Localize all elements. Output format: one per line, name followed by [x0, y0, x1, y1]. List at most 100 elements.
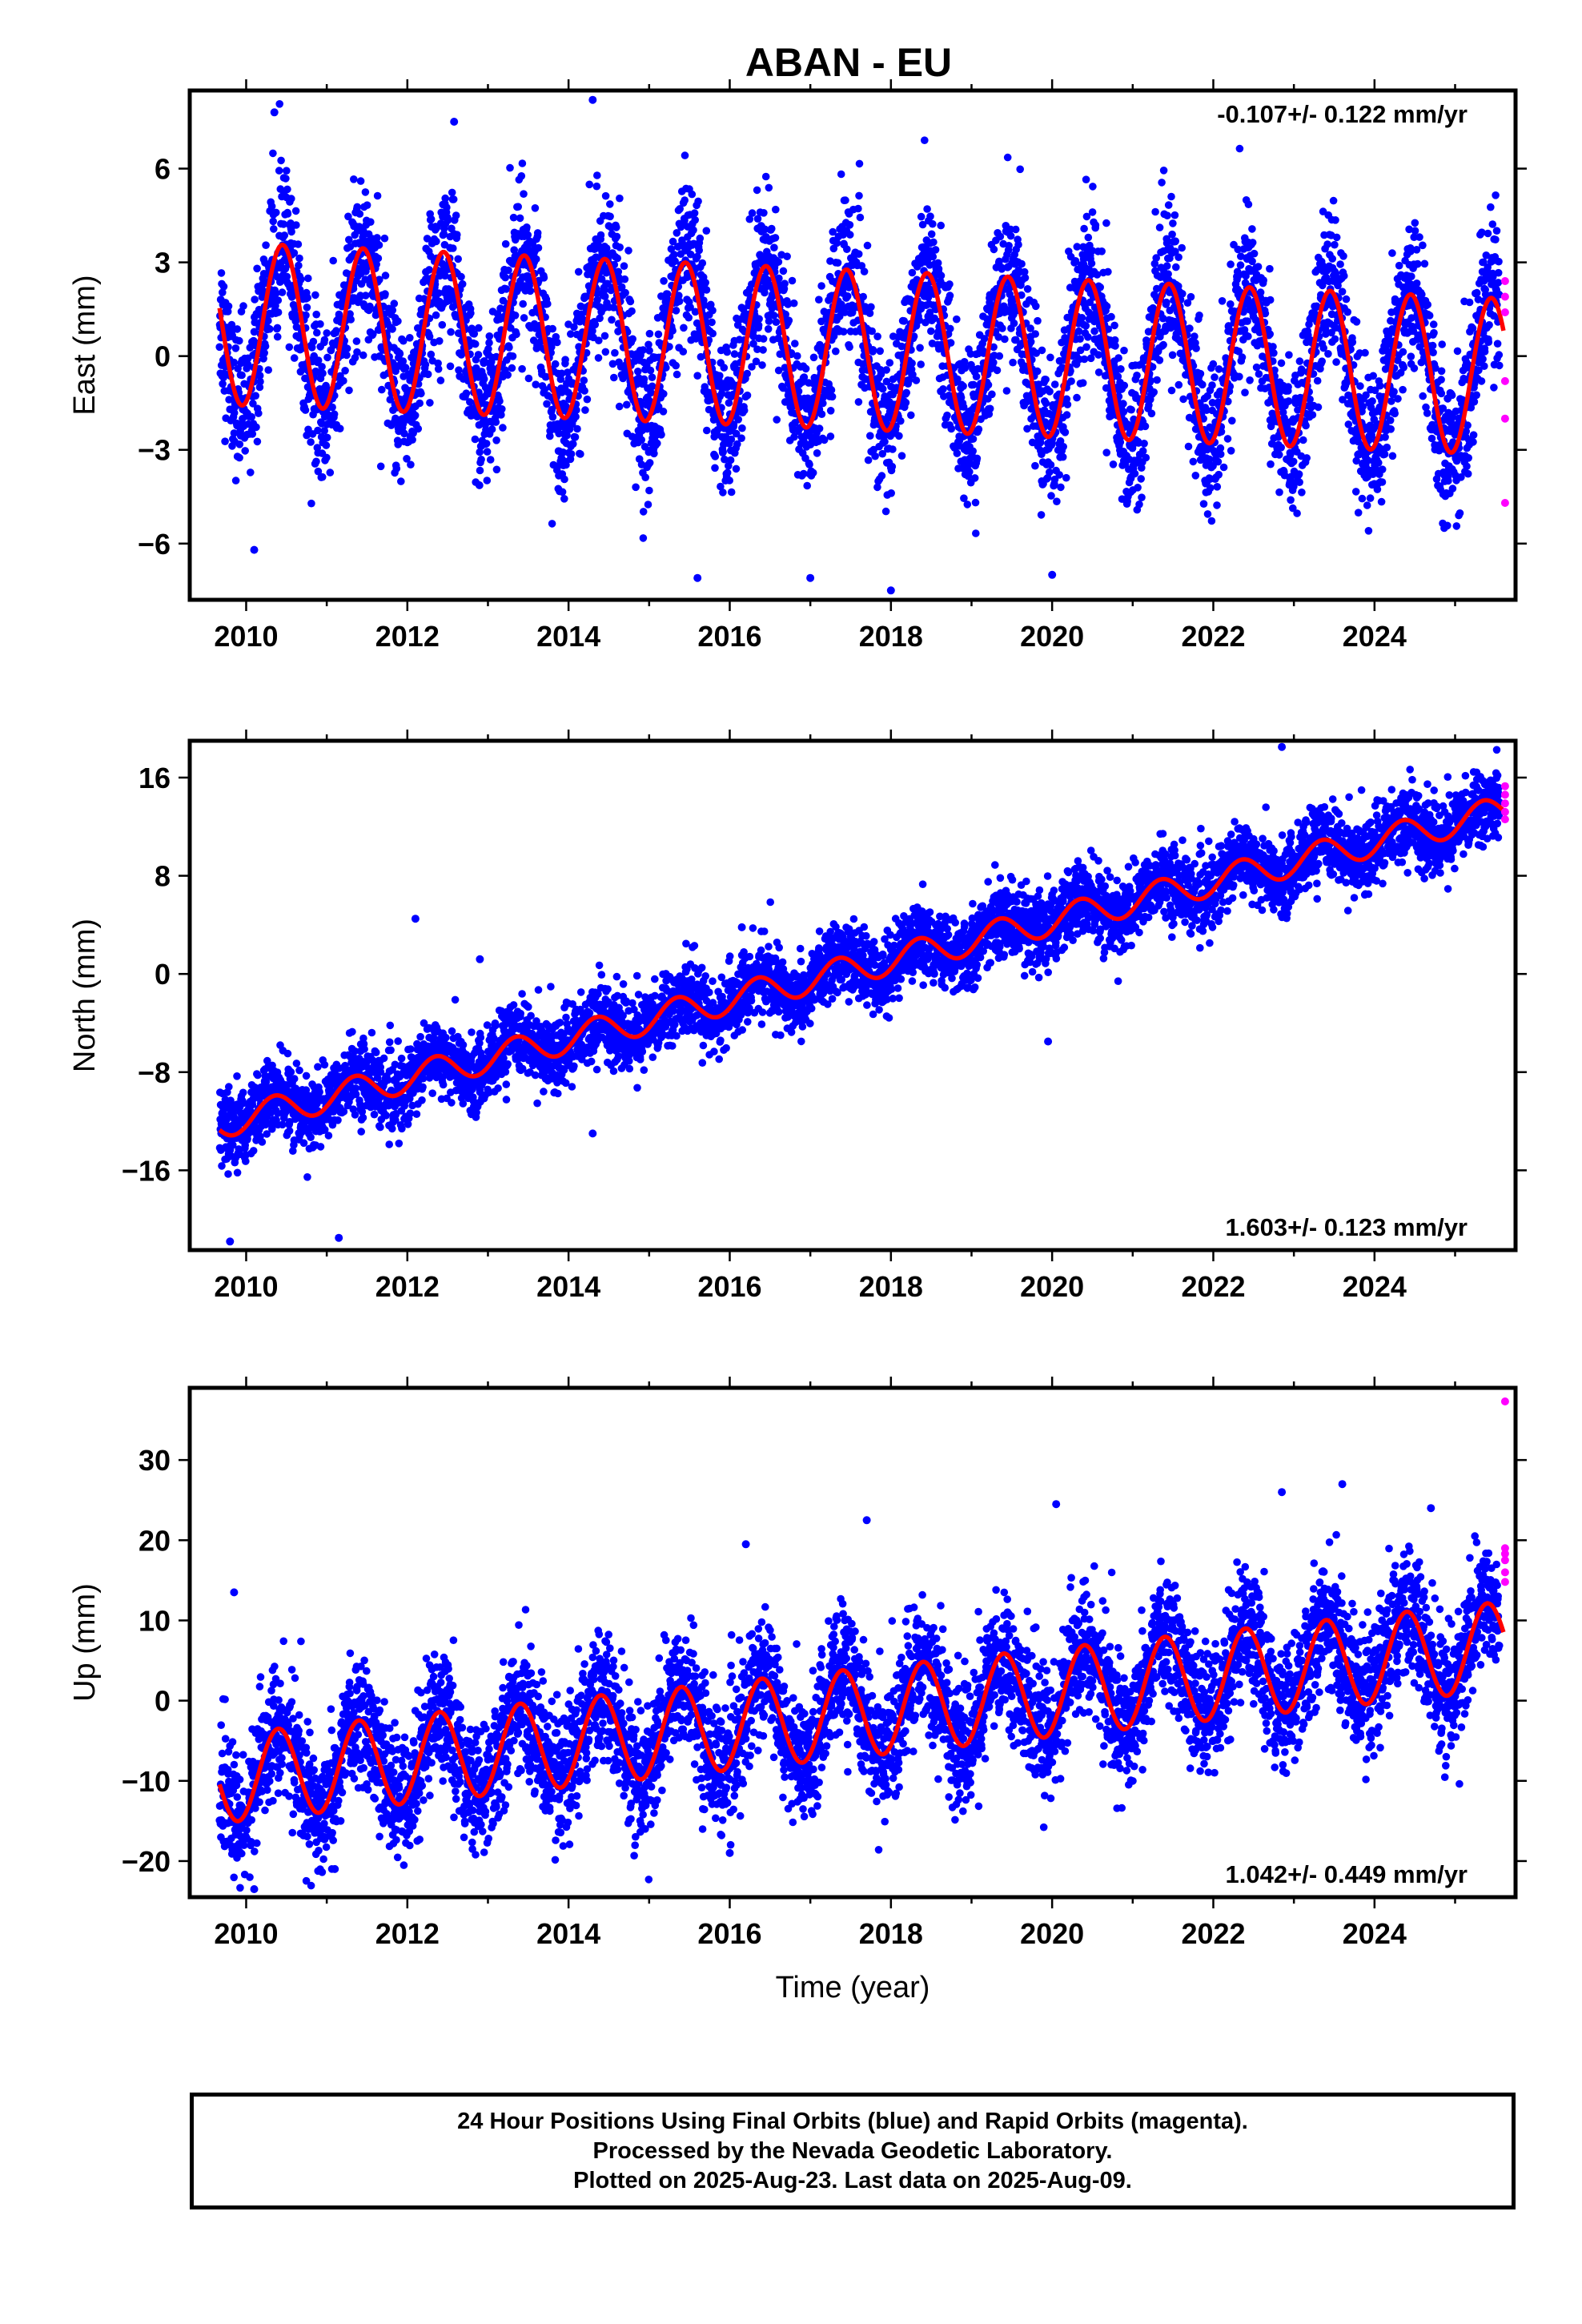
final-orbit-point [1062, 473, 1070, 482]
final-orbit-point [248, 430, 257, 438]
final-orbit-point [1078, 379, 1087, 388]
final-orbit-point [639, 346, 647, 354]
final-orbit-point [483, 476, 492, 485]
final-orbit-point [1012, 336, 1020, 344]
final-orbit-point [233, 325, 242, 333]
final-orbit-point [1155, 356, 1164, 364]
final-orbit-point [1059, 443, 1067, 451]
final-orbit-point [854, 250, 863, 259]
final-orbit-point [927, 327, 935, 336]
final-orbit-point [318, 472, 327, 481]
final-orbit-point [1091, 221, 1100, 230]
final-orbit-point [1147, 409, 1156, 418]
final-orbit-point [1183, 299, 1192, 308]
final-orbit-point [1055, 471, 1063, 479]
final-orbit-point [1213, 501, 1221, 509]
final-orbit-point [860, 267, 869, 275]
final-orbit-point [1082, 175, 1090, 183]
final-orbit-point [877, 472, 886, 480]
final-orbit-point [937, 271, 946, 279]
final-orbit-point [361, 188, 370, 196]
final-orbit-point [889, 445, 897, 453]
final-orbit-point [512, 330, 520, 339]
final-orbit-point [1399, 348, 1407, 356]
final-orbit-point [1116, 438, 1125, 446]
final-orbit-point [249, 400, 257, 408]
final-orbit-point [230, 408, 239, 417]
final-orbit-point [307, 438, 315, 446]
final-orbit-point [753, 215, 762, 223]
final-orbit-point [986, 404, 994, 413]
final-orbit-point [295, 254, 303, 263]
final-orbit-point [504, 266, 512, 275]
final-orbit-point [1373, 485, 1382, 493]
final-orbit-point [1110, 321, 1118, 330]
final-orbit-point [432, 311, 440, 320]
final-orbit-point [841, 308, 849, 316]
final-orbit-point [650, 449, 658, 458]
final-orbit-point [908, 359, 916, 368]
final-orbit-point [1332, 233, 1341, 242]
final-orbit-point [959, 403, 968, 411]
final-orbit-point [569, 440, 577, 448]
final-orbit-point [753, 186, 761, 195]
final-orbit-point [497, 411, 505, 419]
final-orbit-point [969, 435, 978, 443]
final-orbit-point [620, 262, 628, 271]
final-orbit-point [1080, 355, 1089, 364]
final-orbit-point [779, 267, 788, 275]
final-orbit-point [438, 320, 447, 329]
final-orbit-point [446, 362, 455, 371]
final-orbit-point [1094, 351, 1102, 359]
final-orbit-point [496, 397, 504, 405]
final-orbit-point [411, 411, 420, 420]
final-orbit-point [946, 280, 954, 288]
final-orbit-point [1168, 351, 1177, 360]
final-orbit-point [1394, 395, 1402, 403]
final-orbit-point [1287, 451, 1295, 459]
final-orbit-point [401, 364, 410, 372]
final-orbit-point [588, 327, 596, 336]
final-orbit-point [427, 215, 436, 223]
final-orbit-point [580, 387, 588, 395]
final-orbit-point [1358, 494, 1367, 503]
final-orbit-point [727, 435, 736, 444]
final-orbit-point [1237, 252, 1245, 260]
final-orbit-point [1227, 447, 1235, 455]
final-orbit-point [857, 262, 866, 270]
final-orbit-point [1277, 359, 1286, 368]
final-orbit-point [998, 265, 1006, 273]
final-orbit-point [399, 357, 408, 365]
final-orbit-point [1352, 456, 1360, 465]
final-orbit-point [302, 311, 310, 320]
final-orbit-point [347, 316, 355, 324]
final-orbit-point [673, 229, 681, 237]
final-orbit-point [1312, 302, 1321, 311]
final-orbit-point [1153, 284, 1161, 293]
final-orbit-point [774, 366, 783, 375]
final-orbit-point [640, 443, 649, 451]
final-orbit-point [1032, 349, 1041, 357]
final-orbit-point [353, 203, 362, 211]
final-orbit-point [313, 328, 321, 337]
final-orbit-point [1293, 509, 1301, 517]
final-orbit-point [1167, 192, 1175, 201]
final-orbit-point [488, 425, 496, 433]
final-orbit-point [689, 226, 697, 235]
final-orbit-point [476, 481, 484, 489]
final-orbit-point [498, 405, 506, 413]
final-orbit-point [290, 354, 299, 362]
final-orbit-point [390, 300, 399, 308]
final-orbit-point [657, 431, 665, 439]
final-orbit-point [1209, 462, 1217, 470]
final-orbit-point [264, 366, 273, 374]
final-orbit-point [332, 327, 340, 335]
final-orbit-point [1331, 216, 1339, 224]
final-orbit-point [1203, 510, 1212, 518]
final-orbit-point [881, 437, 889, 446]
final-orbit-point [471, 435, 480, 444]
final-orbit-point [1217, 428, 1226, 436]
final-orbit-point [501, 239, 510, 248]
final-orbit-point [219, 288, 227, 297]
final-orbit-point [253, 264, 261, 273]
